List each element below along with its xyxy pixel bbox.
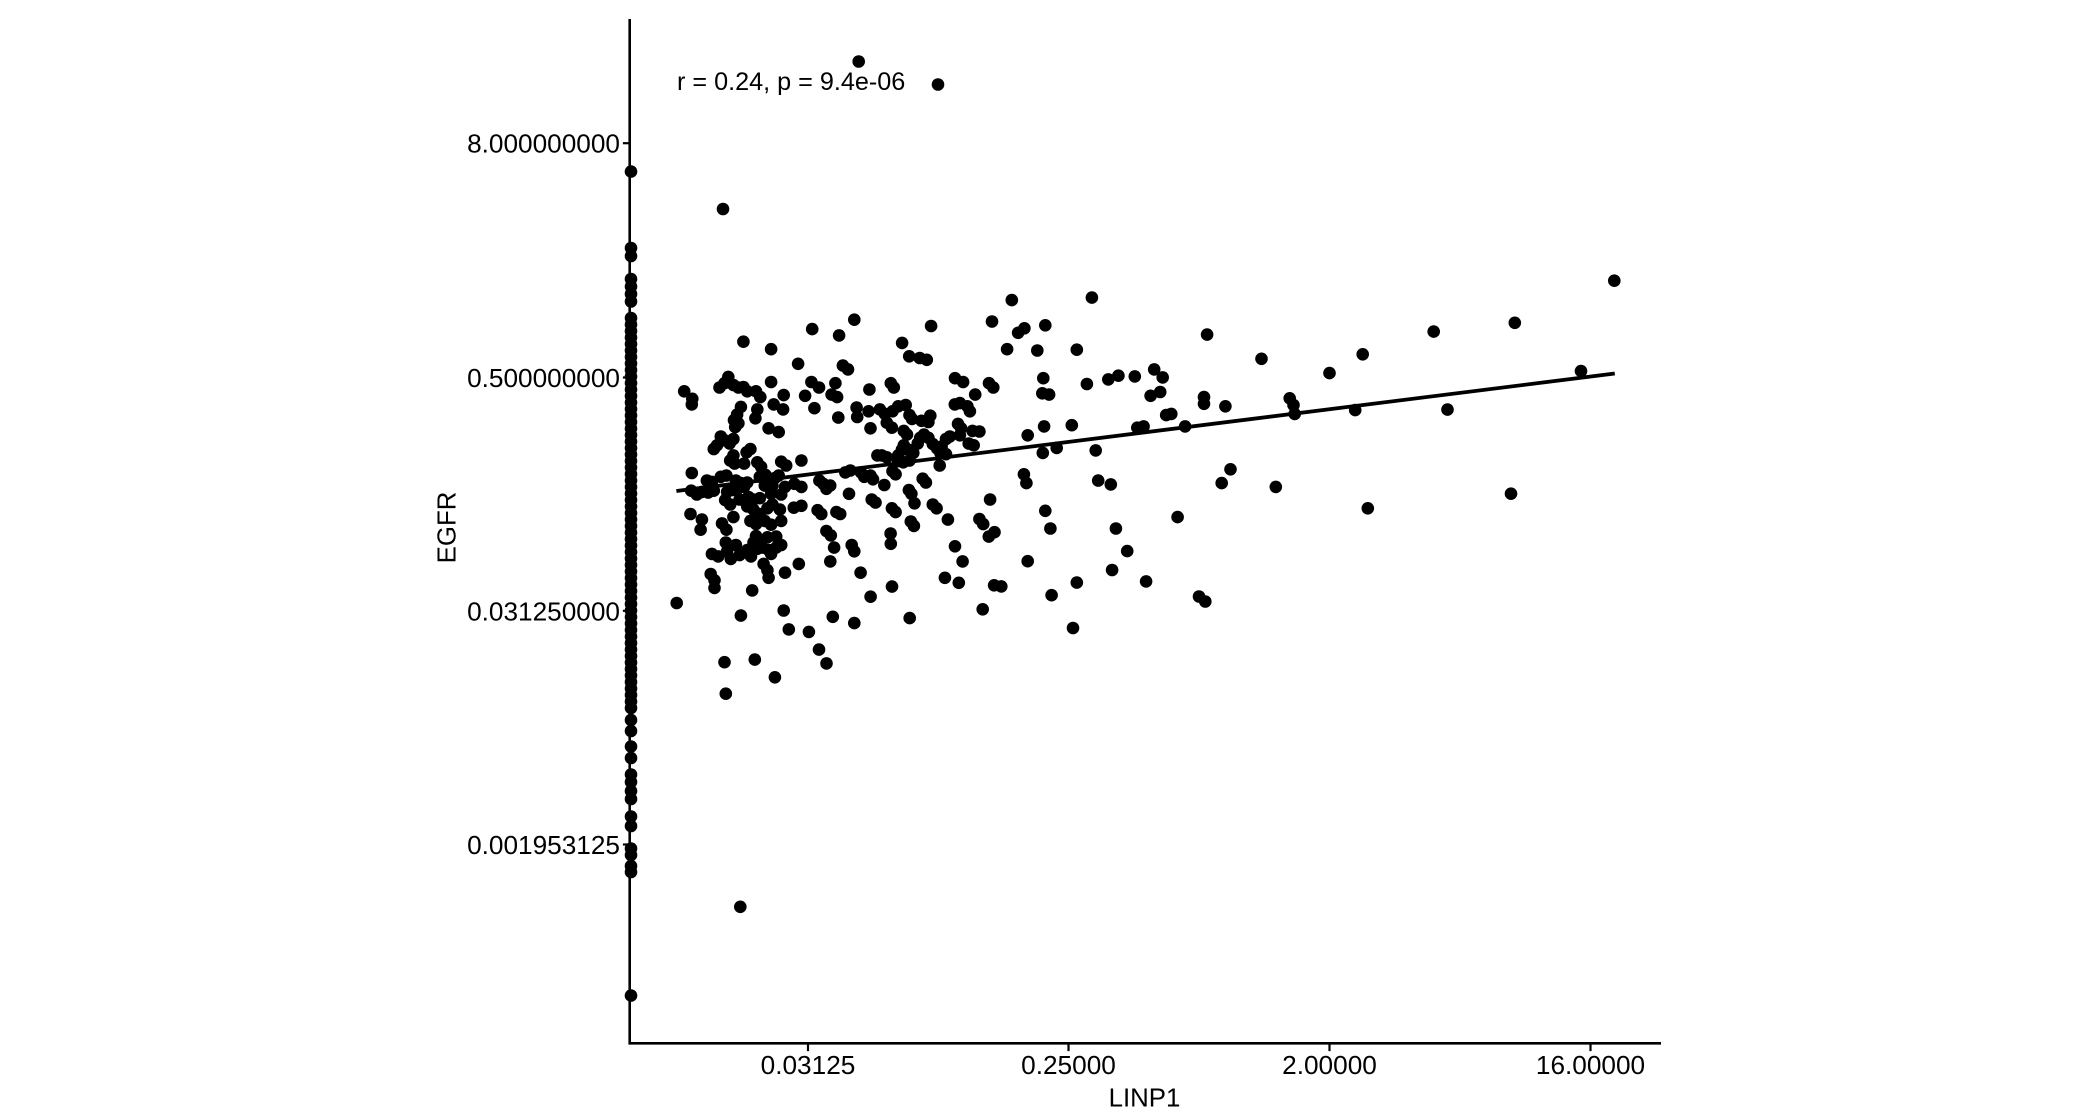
svg-text:8.000000000: 8.000000000 <box>467 129 620 159</box>
svg-text:2.00000: 2.00000 <box>1282 1050 1377 1080</box>
svg-text:0.500000000: 0.500000000 <box>467 363 620 393</box>
svg-text:LINP1: LINP1 <box>1109 1085 1181 1112</box>
svg-text:0.25000: 0.25000 <box>1021 1050 1116 1080</box>
svg-text:0.031250000: 0.031250000 <box>467 596 620 626</box>
svg-text:EGFR: EGFR <box>434 492 462 564</box>
svg-text:r = 0.24, p = 9.4e-06: r = 0.24, p = 9.4e-06 <box>677 68 905 96</box>
svg-text:16.00000: 16.00000 <box>1536 1050 1645 1080</box>
svg-text:0.03125: 0.03125 <box>761 1050 856 1080</box>
svg-text:0.001953125: 0.001953125 <box>467 830 620 860</box>
